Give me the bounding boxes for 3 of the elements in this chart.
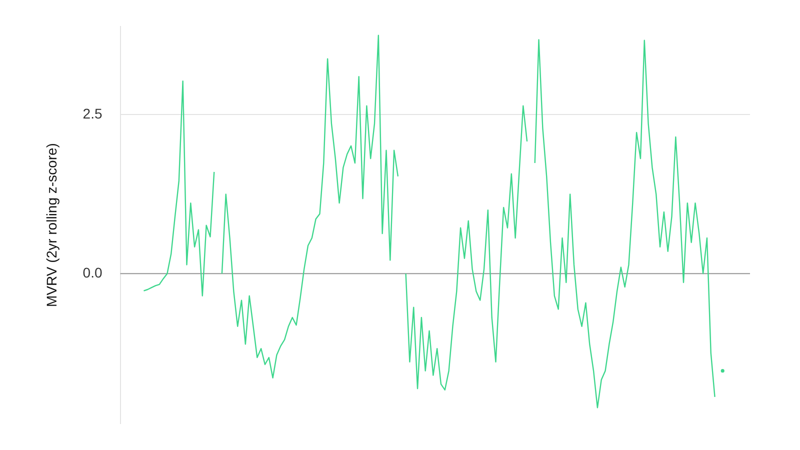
y-tick-label: 0.0	[82, 264, 102, 280]
y-axis-title: MVRV (2yr rolling z-score)	[43, 143, 60, 307]
y-tick-label: 2.5	[82, 106, 102, 122]
